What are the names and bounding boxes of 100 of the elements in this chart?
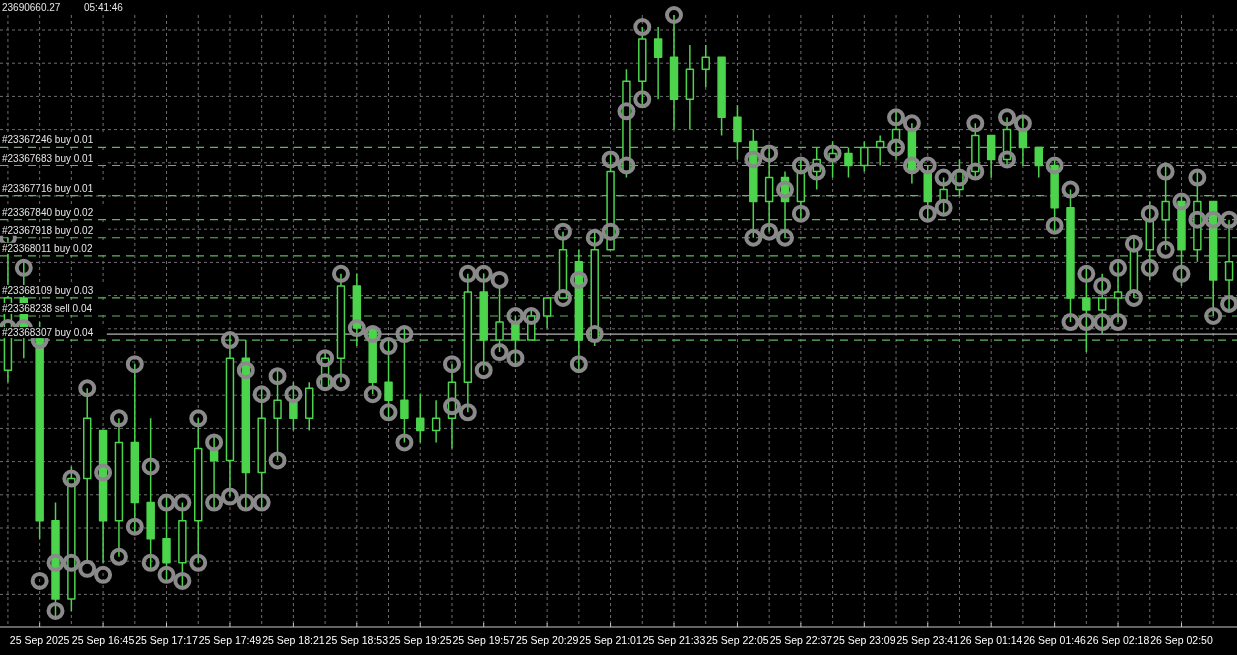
ref-line-label: #23368238 sell 0.04: [2, 303, 93, 314]
point: [316, 373, 335, 392]
candlestick: [463, 273, 473, 414]
point: [1093, 313, 1112, 332]
point: [379, 403, 398, 422]
candlestick: [1113, 261, 1123, 323]
candlestick: [178, 501, 187, 588]
candlestick: [558, 230, 568, 299]
candlestick: [764, 146, 774, 233]
candlestick: [146, 417, 155, 570]
text: 23690660.27: [2, 2, 61, 13]
x-tick-label: 26 Sep 02:50: [1150, 634, 1213, 646]
candlestick: [431, 399, 441, 444]
point: [791, 204, 810, 223]
candlestick: [416, 393, 425, 444]
candlestick: [1208, 200, 1218, 317]
point: [744, 228, 763, 247]
x-tick-label: 25 Sep 18:53: [325, 634, 389, 646]
point: [189, 553, 208, 572]
point: [918, 204, 937, 223]
point: [601, 222, 620, 241]
candlestick: [860, 140, 869, 173]
candlestick: [844, 146, 853, 179]
point: [220, 487, 239, 506]
point: [934, 198, 953, 217]
point: [617, 156, 636, 175]
ref-line-label: #23368109 buy 0.03: [2, 284, 94, 296]
ref-line-label: #23367918 buy 0.02: [2, 224, 94, 236]
candlestick: [400, 327, 409, 444]
candlestick: [162, 495, 171, 582]
text: 05:41:46: [84, 2, 124, 13]
x-tick-label: 25 Sep 2025: [9, 634, 70, 646]
point: [125, 517, 144, 536]
candlestick: [574, 249, 584, 371]
candlestick: [257, 387, 266, 510]
point: [268, 451, 287, 470]
x-tick-label: 25 Sep 18:21: [262, 634, 325, 646]
point: [78, 559, 97, 578]
point: [1077, 313, 1096, 332]
x-tick-label: 25 Sep 22:05: [706, 634, 769, 646]
point: [1045, 216, 1064, 235]
point: [998, 150, 1017, 169]
candlestick: [98, 429, 108, 564]
point: [490, 343, 509, 362]
point: [157, 565, 176, 584]
candlestick: [717, 56, 726, 137]
point: [1061, 313, 1080, 332]
point: [760, 222, 779, 241]
candlestick: [305, 381, 314, 432]
candlestick: [368, 327, 377, 396]
candlestick: [701, 44, 710, 88]
ref-line-label: #23368307 buy 0.04: [2, 327, 94, 339]
candlestick: [542, 297, 552, 329]
point: [331, 373, 350, 392]
x-tick-label: 25 Sep 19:25: [389, 634, 452, 646]
point: [1188, 210, 1207, 229]
point: [62, 553, 81, 572]
candlestick: [923, 164, 932, 221]
candlestick: [352, 273, 362, 347]
candlestick: [796, 158, 806, 221]
x-tick-label: 25 Sep 23:41: [896, 634, 960, 646]
candlestick: [638, 26, 647, 107]
x-tick-label: 25 Sep 16:45: [71, 634, 135, 646]
x-tick-label: 25 Sep 17:49: [198, 634, 262, 646]
x-tick-label: 25 Sep 21:33: [642, 634, 706, 646]
point: [252, 493, 271, 512]
candlestick: [1145, 200, 1155, 281]
point: [1140, 258, 1159, 277]
point: [569, 355, 588, 374]
point: [585, 325, 604, 344]
point: [205, 493, 224, 512]
point: [776, 228, 795, 247]
point: [1109, 313, 1128, 332]
point: [94, 565, 113, 584]
x-tick-label: 25 Sep 21:01: [579, 634, 642, 646]
candlestick: [130, 363, 140, 534]
point: [887, 138, 906, 157]
candlestick: [1177, 194, 1186, 287]
x-tick-label: 25 Sep 17:17: [135, 634, 198, 646]
candlestick: [733, 104, 742, 161]
point: [363, 385, 382, 404]
candlestick: [479, 273, 488, 371]
ref-line-label: #23367246 buy 0.01: [2, 134, 94, 146]
point: [1124, 288, 1143, 307]
ref-line-label: #23368011 buy 0.02: [2, 242, 93, 254]
candlestick: [336, 273, 346, 383]
candlestick: [653, 26, 663, 101]
point: [458, 403, 477, 422]
point: [966, 162, 985, 181]
candlestick: [1034, 146, 1043, 179]
candlestick: [685, 44, 695, 131]
x-tick-label: 26 Sep 01:46: [1023, 634, 1087, 646]
candlestick: [590, 230, 599, 347]
point: [902, 156, 921, 175]
candlestick: [1097, 273, 1107, 335]
x-tick-label: 25 Sep 20:29: [515, 634, 579, 646]
candlestick: [194, 417, 203, 564]
candlestick: [986, 134, 996, 179]
point: [633, 90, 652, 109]
point: [109, 547, 128, 566]
